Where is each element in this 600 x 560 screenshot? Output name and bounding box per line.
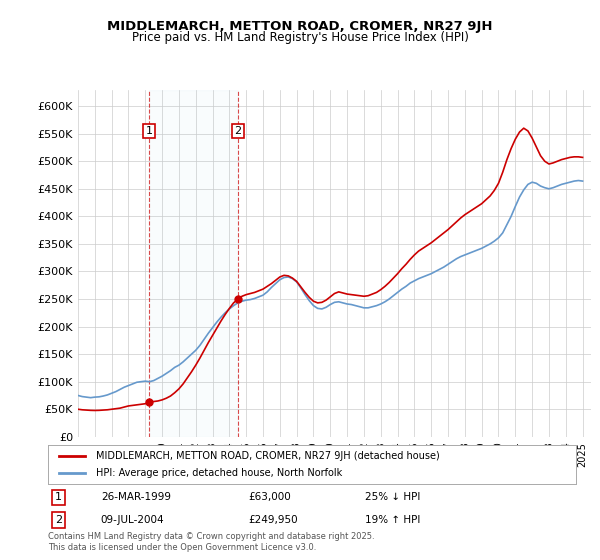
Text: £249,950: £249,950: [248, 515, 298, 525]
Text: 26-MAR-1999: 26-MAR-1999: [101, 492, 171, 502]
Text: 09-JUL-2004: 09-JUL-2004: [101, 515, 164, 525]
Text: MIDDLEMARCH, METTON ROAD, CROMER, NR27 9JH (detached house): MIDDLEMARCH, METTON ROAD, CROMER, NR27 9…: [95, 451, 439, 461]
Text: HPI: Average price, detached house, North Norfolk: HPI: Average price, detached house, Nort…: [95, 468, 342, 478]
Text: 1: 1: [55, 492, 62, 502]
Text: 2: 2: [55, 515, 62, 525]
Text: 1: 1: [146, 126, 152, 136]
Text: 19% ↑ HPI: 19% ↑ HPI: [365, 515, 420, 525]
Text: 2: 2: [235, 126, 242, 136]
Text: Contains HM Land Registry data © Crown copyright and database right 2025.
This d: Contains HM Land Registry data © Crown c…: [48, 532, 374, 552]
Text: 25% ↓ HPI: 25% ↓ HPI: [365, 492, 420, 502]
Text: MIDDLEMARCH, METTON ROAD, CROMER, NR27 9JH: MIDDLEMARCH, METTON ROAD, CROMER, NR27 9…: [107, 20, 493, 32]
Text: Price paid vs. HM Land Registry's House Price Index (HPI): Price paid vs. HM Land Registry's House …: [131, 31, 469, 44]
Bar: [149, 90, 238, 437]
Text: £63,000: £63,000: [248, 492, 292, 502]
